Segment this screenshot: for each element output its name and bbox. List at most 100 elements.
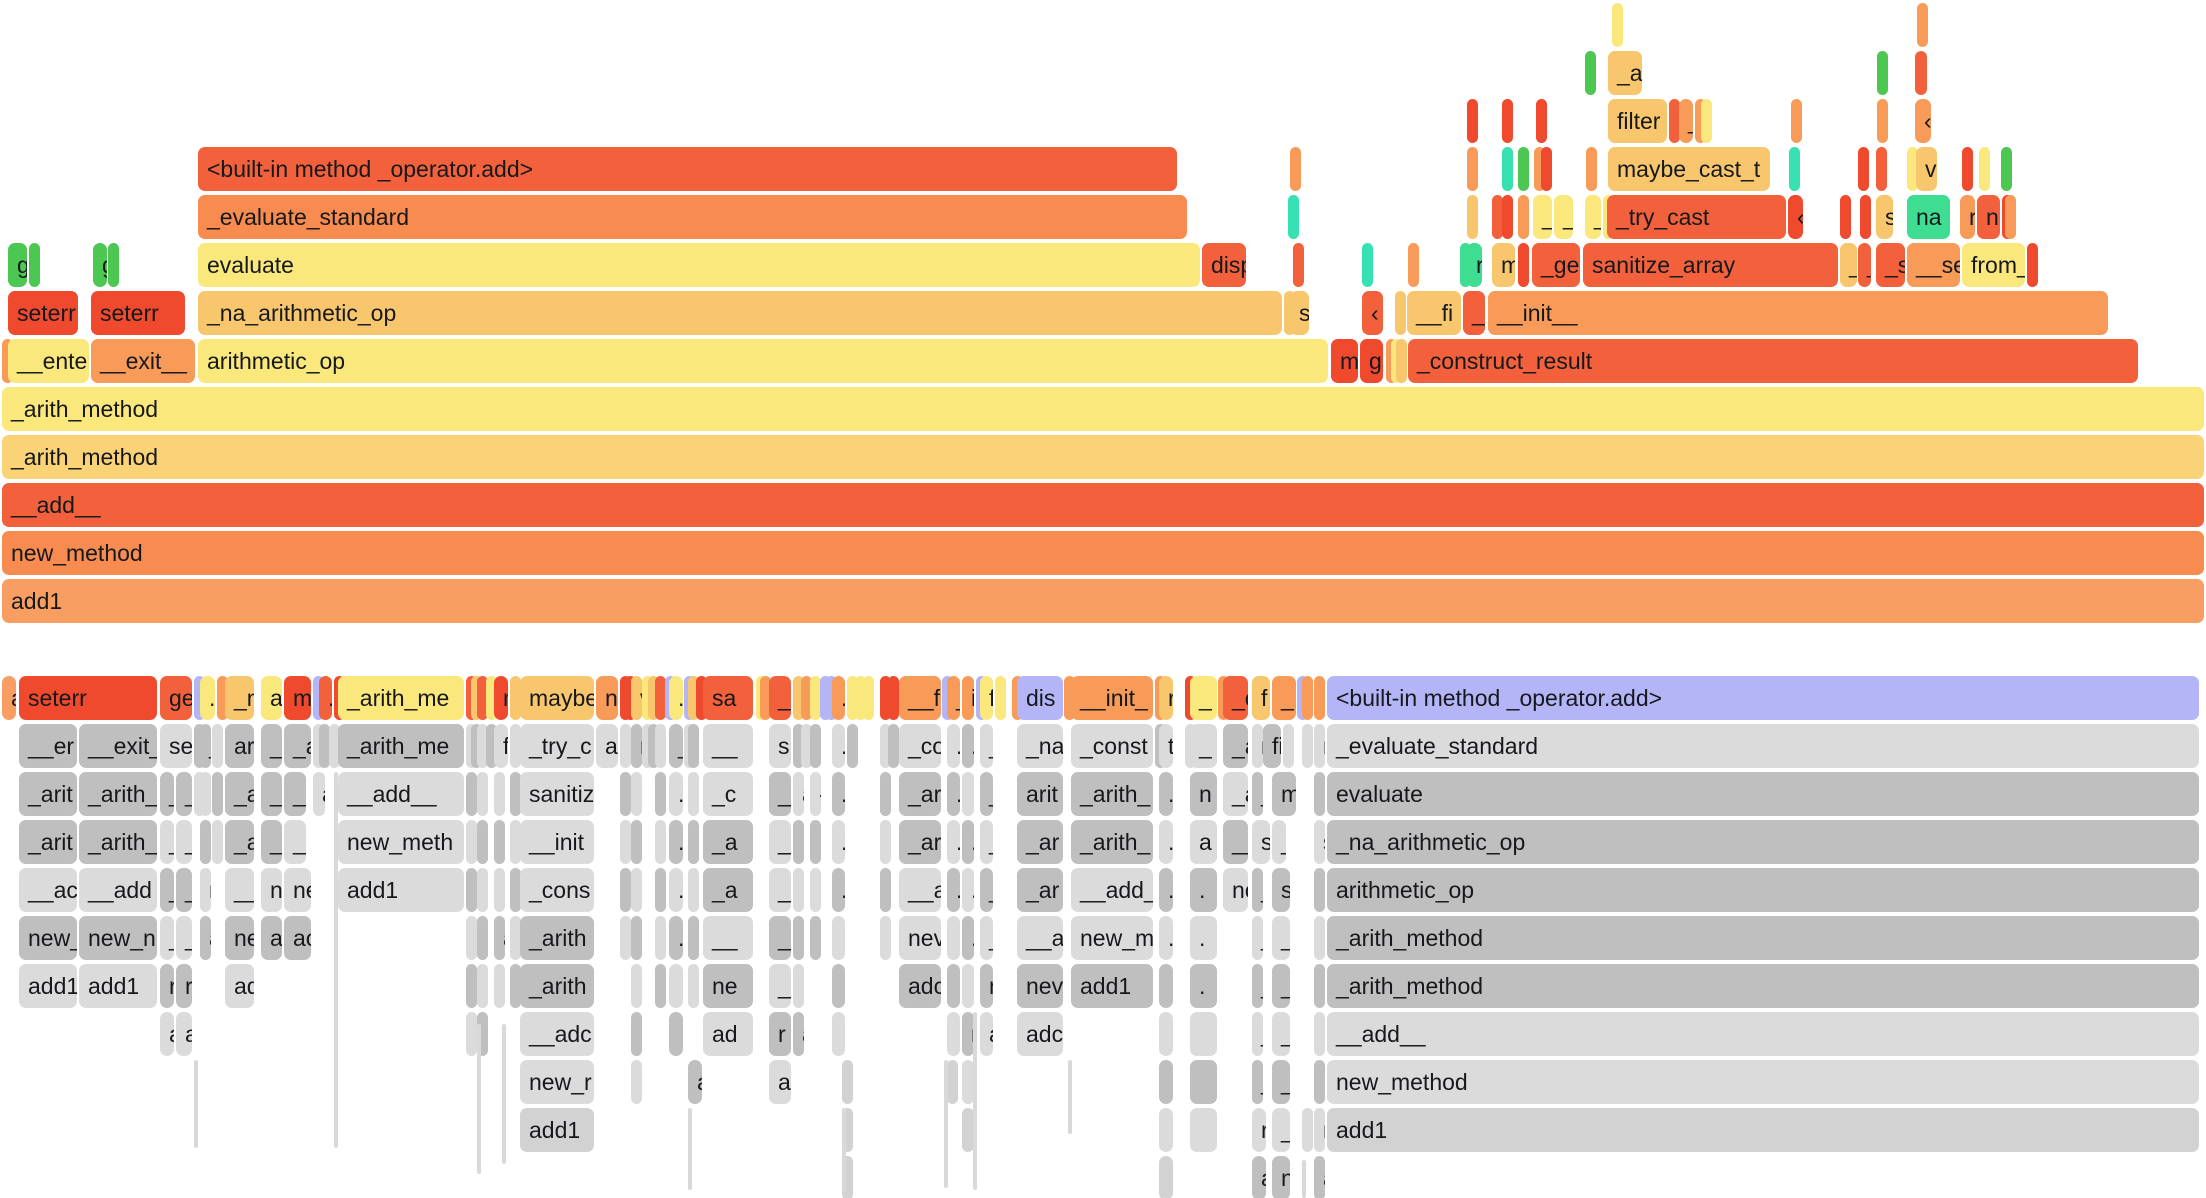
frame[interactable]: _	[160, 868, 174, 912]
frame-sliver[interactable]	[880, 868, 891, 912]
frame-sliver[interactable]	[642, 724, 653, 768]
frame[interactable]: .	[810, 868, 821, 912]
frame[interactable]: .	[1159, 916, 1173, 960]
frame[interactable]: seterr	[19, 676, 157, 720]
frame-sliver[interactable]	[471, 724, 482, 768]
frame[interactable]: .	[947, 868, 960, 912]
frame[interactable]: _const	[1071, 724, 1153, 768]
frame-sliver[interactable]	[1467, 99, 1478, 143]
frame-sliver[interactable]	[1283, 724, 1294, 768]
frame[interactable]: .	[669, 772, 683, 816]
frame[interactable]: n	[1977, 195, 2000, 239]
frame[interactable]: add1	[19, 964, 77, 1008]
frame[interactable]: _arith_	[79, 820, 157, 864]
frame-sliver[interactable]	[466, 868, 477, 912]
frame[interactable]: r	[1159, 676, 1173, 720]
frame[interactable]: _try_cast	[1607, 195, 1786, 239]
frame-sliver[interactable]	[842, 1108, 846, 1192]
frame[interactable]: r	[769, 1012, 791, 1056]
frame[interactable]: .	[631, 868, 642, 912]
frame-sliver[interactable]	[1877, 99, 1888, 143]
frame[interactable]: r	[1960, 195, 1975, 239]
frame-sliver[interactable]	[810, 916, 821, 960]
frame[interactable]: __add	[79, 868, 157, 912]
frame[interactable]: _construct_result	[1408, 339, 2138, 383]
frame[interactable]: _	[176, 916, 192, 960]
frame[interactable]: .	[631, 820, 642, 864]
frame[interactable]: a	[200, 916, 211, 960]
frame[interactable]: n	[596, 676, 618, 720]
frame-sliver[interactable]	[466, 1012, 477, 1056]
frame-sliver[interactable]	[880, 820, 891, 864]
frame[interactable]: s	[1876, 195, 1893, 239]
frame[interactable]: new_meth	[338, 820, 464, 864]
frame-sliver[interactable]	[1396, 339, 1407, 383]
frame[interactable]: _c	[703, 772, 753, 816]
frame[interactable]: .	[319, 676, 332, 720]
frame-sliver[interactable]	[194, 676, 205, 720]
frame-sliver[interactable]	[194, 772, 205, 816]
frame[interactable]: m	[284, 676, 311, 720]
frame[interactable]: _arith_method	[1327, 916, 2199, 960]
frame[interactable]: .	[212, 820, 223, 864]
frame[interactable]: new_method	[2, 531, 2204, 575]
frame[interactable]: a	[769, 1060, 791, 1104]
frame[interactable]: adc	[899, 964, 941, 1008]
frame[interactable]: .	[1314, 964, 1325, 1008]
frame[interactable]: __add__	[2, 483, 2204, 527]
frame-sliver[interactable]	[880, 916, 891, 960]
frame[interactable]: _a	[284, 772, 306, 816]
frame-sliver[interactable]	[631, 1012, 642, 1056]
frame[interactable]: a	[1314, 1156, 1325, 1198]
frame[interactable]: ne	[225, 916, 254, 960]
frame-sliver[interactable]	[477, 820, 488, 864]
frame[interactable]: __	[225, 868, 254, 912]
frame[interactable]: _	[1858, 243, 1871, 287]
frame-sliver[interactable]	[510, 964, 521, 1008]
frame-sliver[interactable]	[669, 964, 683, 1008]
frame[interactable]: _arith_	[79, 772, 157, 816]
frame[interactable]: .	[1876, 147, 1887, 191]
frame[interactable]: __a	[1017, 916, 1063, 960]
frame-sliver[interactable]	[1860, 195, 1871, 239]
frame-sliver[interactable]	[2005, 195, 2016, 239]
frame-sliver[interactable]	[510, 916, 521, 960]
frame[interactable]: sanitize_array	[1583, 243, 1838, 287]
frame[interactable]: .	[655, 724, 666, 768]
frame-sliver[interactable]	[855, 676, 866, 720]
frame-sliver[interactable]	[842, 1060, 853, 1104]
frame[interactable]: _ar	[899, 772, 941, 816]
frame-sliver[interactable]	[1492, 195, 1503, 239]
frame-sliver[interactable]	[620, 916, 631, 960]
frame[interactable]: ‹	[1788, 195, 1803, 239]
frame-sliver[interactable]	[1962, 147, 1973, 191]
frame[interactable]: m	[1272, 772, 1296, 816]
frame-sliver[interactable]	[1190, 1060, 1217, 1104]
frame-sliver[interactable]	[486, 724, 497, 768]
frame[interactable]: filter	[1608, 99, 1667, 143]
frame-sliver[interactable]	[1064, 676, 1075, 720]
frame-sliver[interactable]	[1467, 147, 1478, 191]
frame[interactable]: _	[769, 820, 791, 864]
frame[interactable]: v	[631, 676, 642, 720]
frame[interactable]: se	[160, 724, 192, 768]
frame[interactable]: _c	[1223, 676, 1248, 720]
frame[interactable]: __	[1223, 820, 1248, 864]
frame[interactable]: .	[947, 724, 960, 768]
frame-sliver[interactable]	[620, 772, 631, 816]
frame[interactable]: _ar	[1017, 868, 1063, 912]
frame-sliver[interactable]	[1877, 51, 1888, 95]
frame-sliver[interactable]	[696, 676, 707, 720]
frame[interactable]: .	[655, 820, 666, 864]
frame-sliver[interactable]	[631, 916, 642, 960]
frame[interactable]: _	[1252, 1060, 1263, 1104]
frame[interactable]: .	[200, 676, 215, 720]
frame-sliver[interactable]	[760, 676, 771, 720]
frame[interactable]: ‹	[1362, 291, 1383, 335]
frame[interactable]: maybe	[520, 676, 594, 720]
frame[interactable]: _a	[225, 772, 254, 816]
frame-sliver[interactable]	[477, 676, 488, 720]
frame[interactable]: __	[703, 916, 753, 960]
frame[interactable]: t	[1159, 724, 1173, 768]
frame[interactable]: nev	[1017, 964, 1063, 1008]
